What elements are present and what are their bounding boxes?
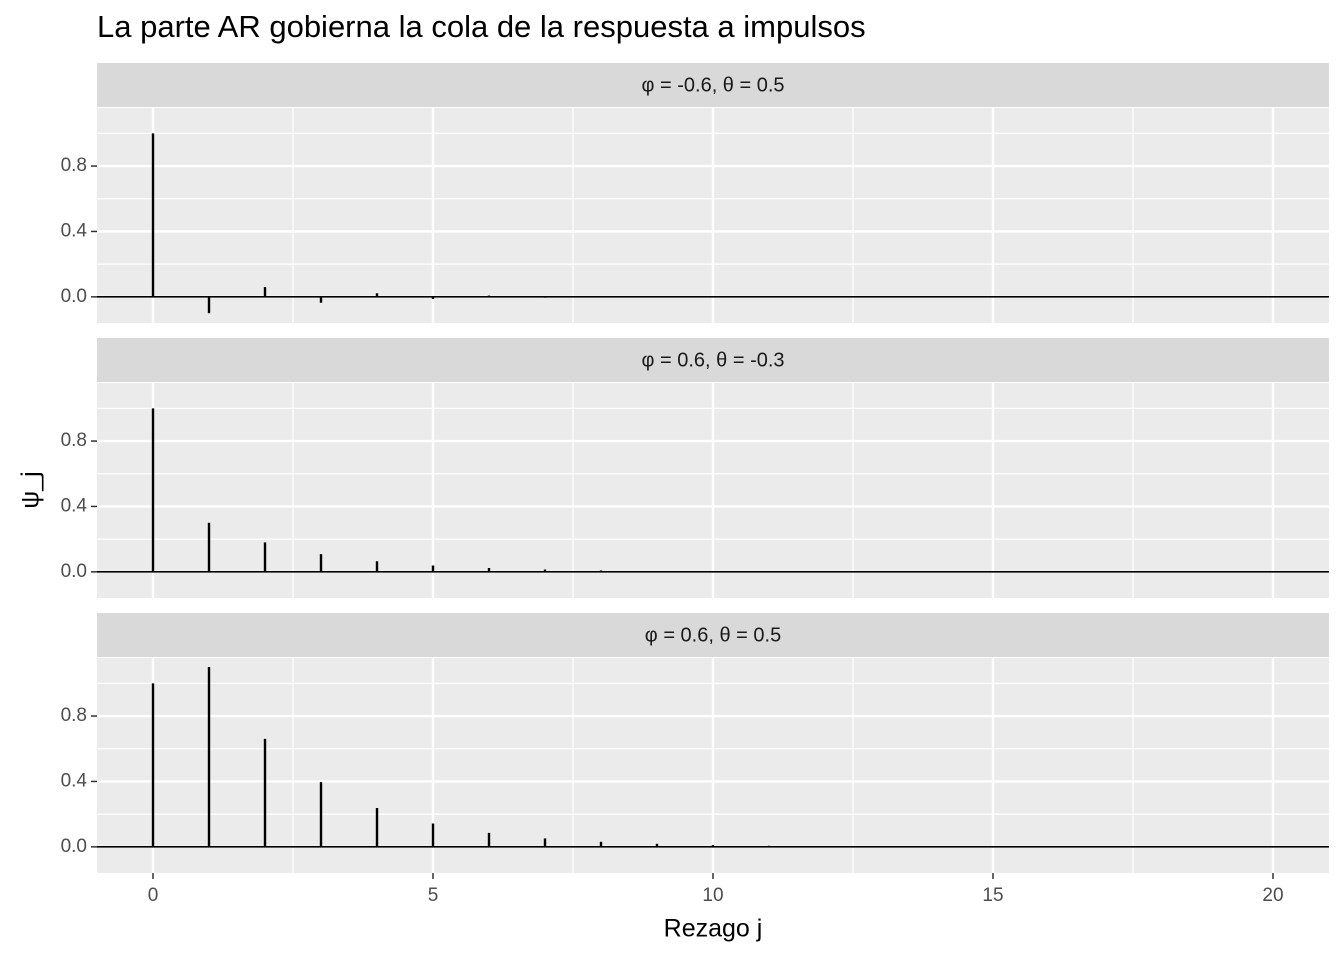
y-tick-label: 0.8 [61, 705, 87, 726]
x-tick-label: 10 [702, 885, 723, 906]
y-tick-label: 0.8 [61, 155, 87, 176]
strip [97, 338, 1329, 382]
y-tick-label: 0.0 [61, 286, 87, 307]
y-tick-label: 0.0 [61, 836, 87, 857]
x-tick-label: 5 [428, 885, 439, 906]
y-tick-label: 0.4 [61, 495, 88, 516]
y-tick-label: 0.0 [61, 561, 87, 582]
strip [97, 613, 1329, 657]
facet-title: φ = 0.6, θ = 0.5 [645, 624, 781, 646]
y-axis-label: ψ_j [17, 471, 45, 508]
strip [97, 63, 1329, 107]
chart-title: La parte AR gobierna la cola de la respu… [97, 9, 866, 44]
y-tick-label: 0.8 [61, 430, 87, 451]
y-tick-label: 0.4 [61, 770, 88, 791]
x-axis-label: Rezago j [664, 915, 763, 943]
facet-title: φ = -0.6, θ = 0.5 [641, 74, 784, 96]
x-tick-label: 0 [148, 885, 159, 906]
y-tick-label: 0.4 [61, 220, 88, 241]
x-tick-label: 15 [982, 885, 1003, 906]
facet-title: φ = 0.6, θ = -0.3 [641, 349, 784, 371]
x-tick-label: 20 [1262, 885, 1283, 906]
